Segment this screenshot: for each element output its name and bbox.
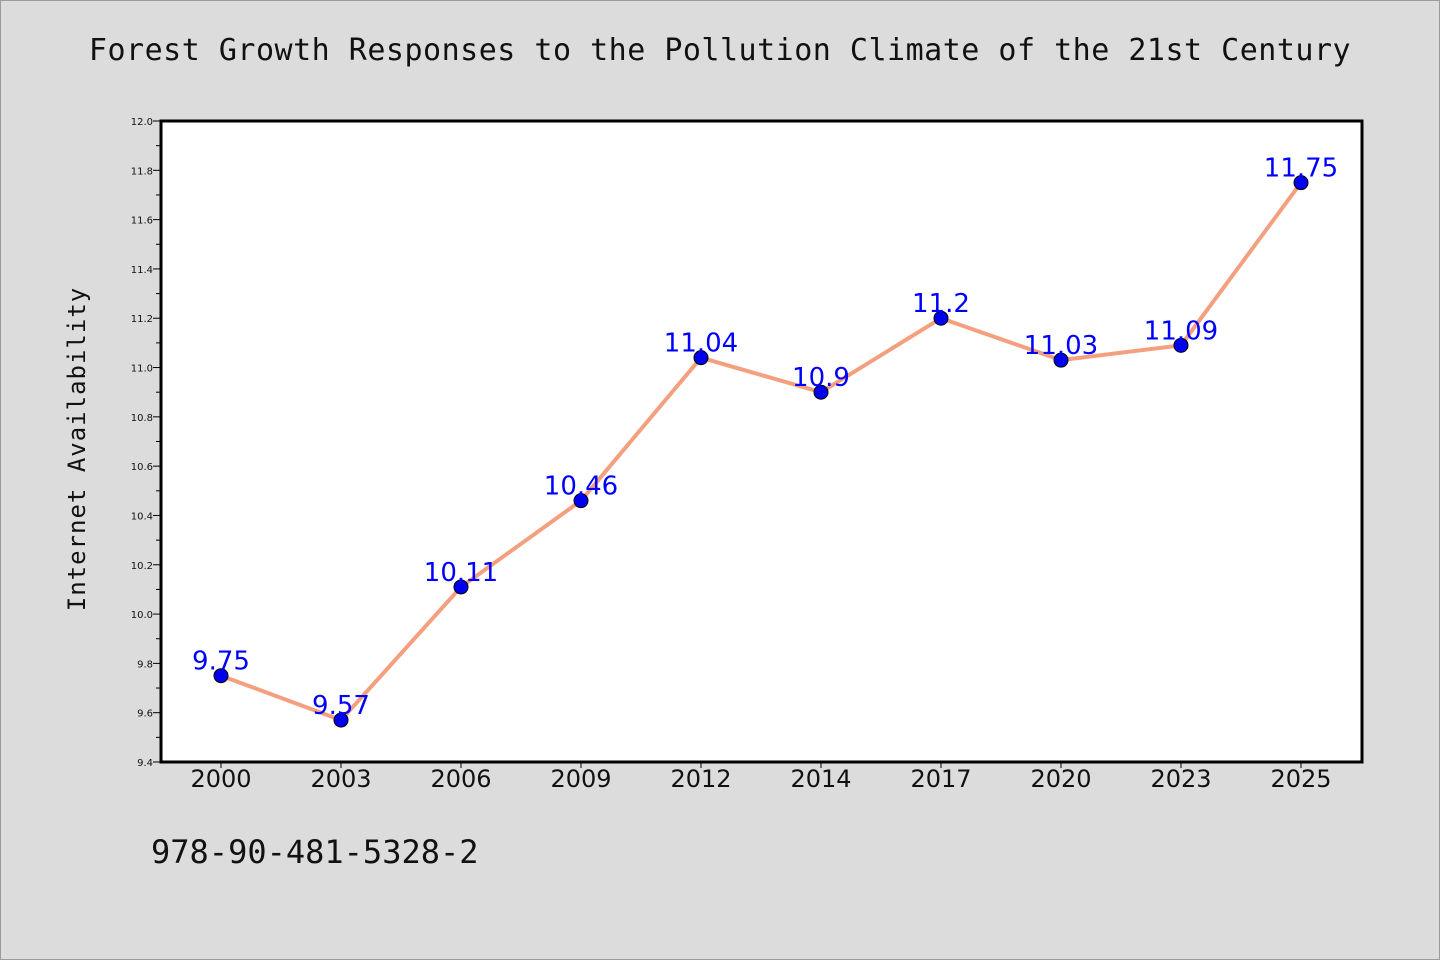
plot-area [159, 119, 1364, 764]
y-tick-label: 12.0 [131, 117, 153, 128]
x-tick-label: 2006 [430, 765, 491, 793]
x-tick-label: 2025 [1270, 765, 1331, 793]
x-tick-label: 2003 [310, 765, 371, 793]
data-label: 11.09 [1144, 316, 1218, 346]
data-label: 9.75 [192, 647, 250, 677]
data-label: 11.75 [1264, 154, 1338, 184]
y-tick-label: 9.4 [137, 758, 153, 769]
y-tick-label: 11.0 [131, 364, 153, 375]
y-tick-label: 11.8 [131, 166, 153, 177]
y-tick-label: 10.8 [131, 413, 153, 424]
data-point [1293, 175, 1309, 191]
y-tick-label: 10.2 [131, 561, 153, 572]
y-axis: 9.4 9.6 9.8 10.0 10.2 10.4 10.6 10.8 11.0 11.2 11.… [131, 117, 161, 769]
y-tick-label: 11.6 [131, 216, 153, 227]
data-point [333, 712, 349, 728]
x-tick-label: 2023 [1150, 765, 1211, 793]
data-point [1173, 337, 1189, 353]
data-label: 9.57 [312, 691, 370, 721]
data-label: 11.03 [1024, 331, 1098, 361]
y-tick-label: 10.4 [131, 511, 153, 522]
series-line [220, 181, 1303, 723]
data-point [1053, 352, 1069, 368]
data-point [573, 493, 589, 509]
x-tick-label: 2012 [670, 765, 731, 793]
data-point [933, 310, 949, 326]
data-label: 10.11 [424, 558, 498, 588]
y-axis-label: Internet Availability [63, 287, 91, 611]
data-point [213, 668, 229, 684]
x-tick-label: 2009 [550, 765, 611, 793]
data-point [453, 579, 469, 595]
footer-code: 978-90-481-5328-2 [151, 833, 479, 871]
y-tick-label: 9.6 [137, 709, 153, 720]
y-tick-label: 10.6 [131, 462, 153, 473]
data-point [693, 350, 709, 366]
data-label: 11.04 [664, 329, 738, 359]
y-tick-label: 10.0 [131, 610, 153, 621]
chart-title: Forest Growth Responses to the Pollution… [88, 33, 1352, 68]
y-tick-label: 11.4 [131, 265, 153, 276]
x-tick-label: 2020 [1030, 765, 1091, 793]
data-point [813, 384, 829, 400]
data-label: 10.9 [792, 363, 850, 393]
x-tick-label: 2000 [190, 765, 251, 793]
y-tick-label: 11.2 [131, 314, 153, 325]
x-axis: 2000 2003 2006 2009 2012 2014 2017 2020 2023 2025 [190, 762, 1332, 793]
y-tick-label: 9.8 [137, 659, 153, 670]
x-tick-label: 2017 [910, 765, 971, 793]
data-label: 11.2 [912, 289, 970, 319]
series-group: 9.75 9.57 10.11 10.46 11.04 10.9 11.2 11.03 11.0… [192, 154, 1338, 728]
x-tick-label: 2014 [790, 765, 851, 793]
data-label: 10.46 [544, 472, 618, 502]
